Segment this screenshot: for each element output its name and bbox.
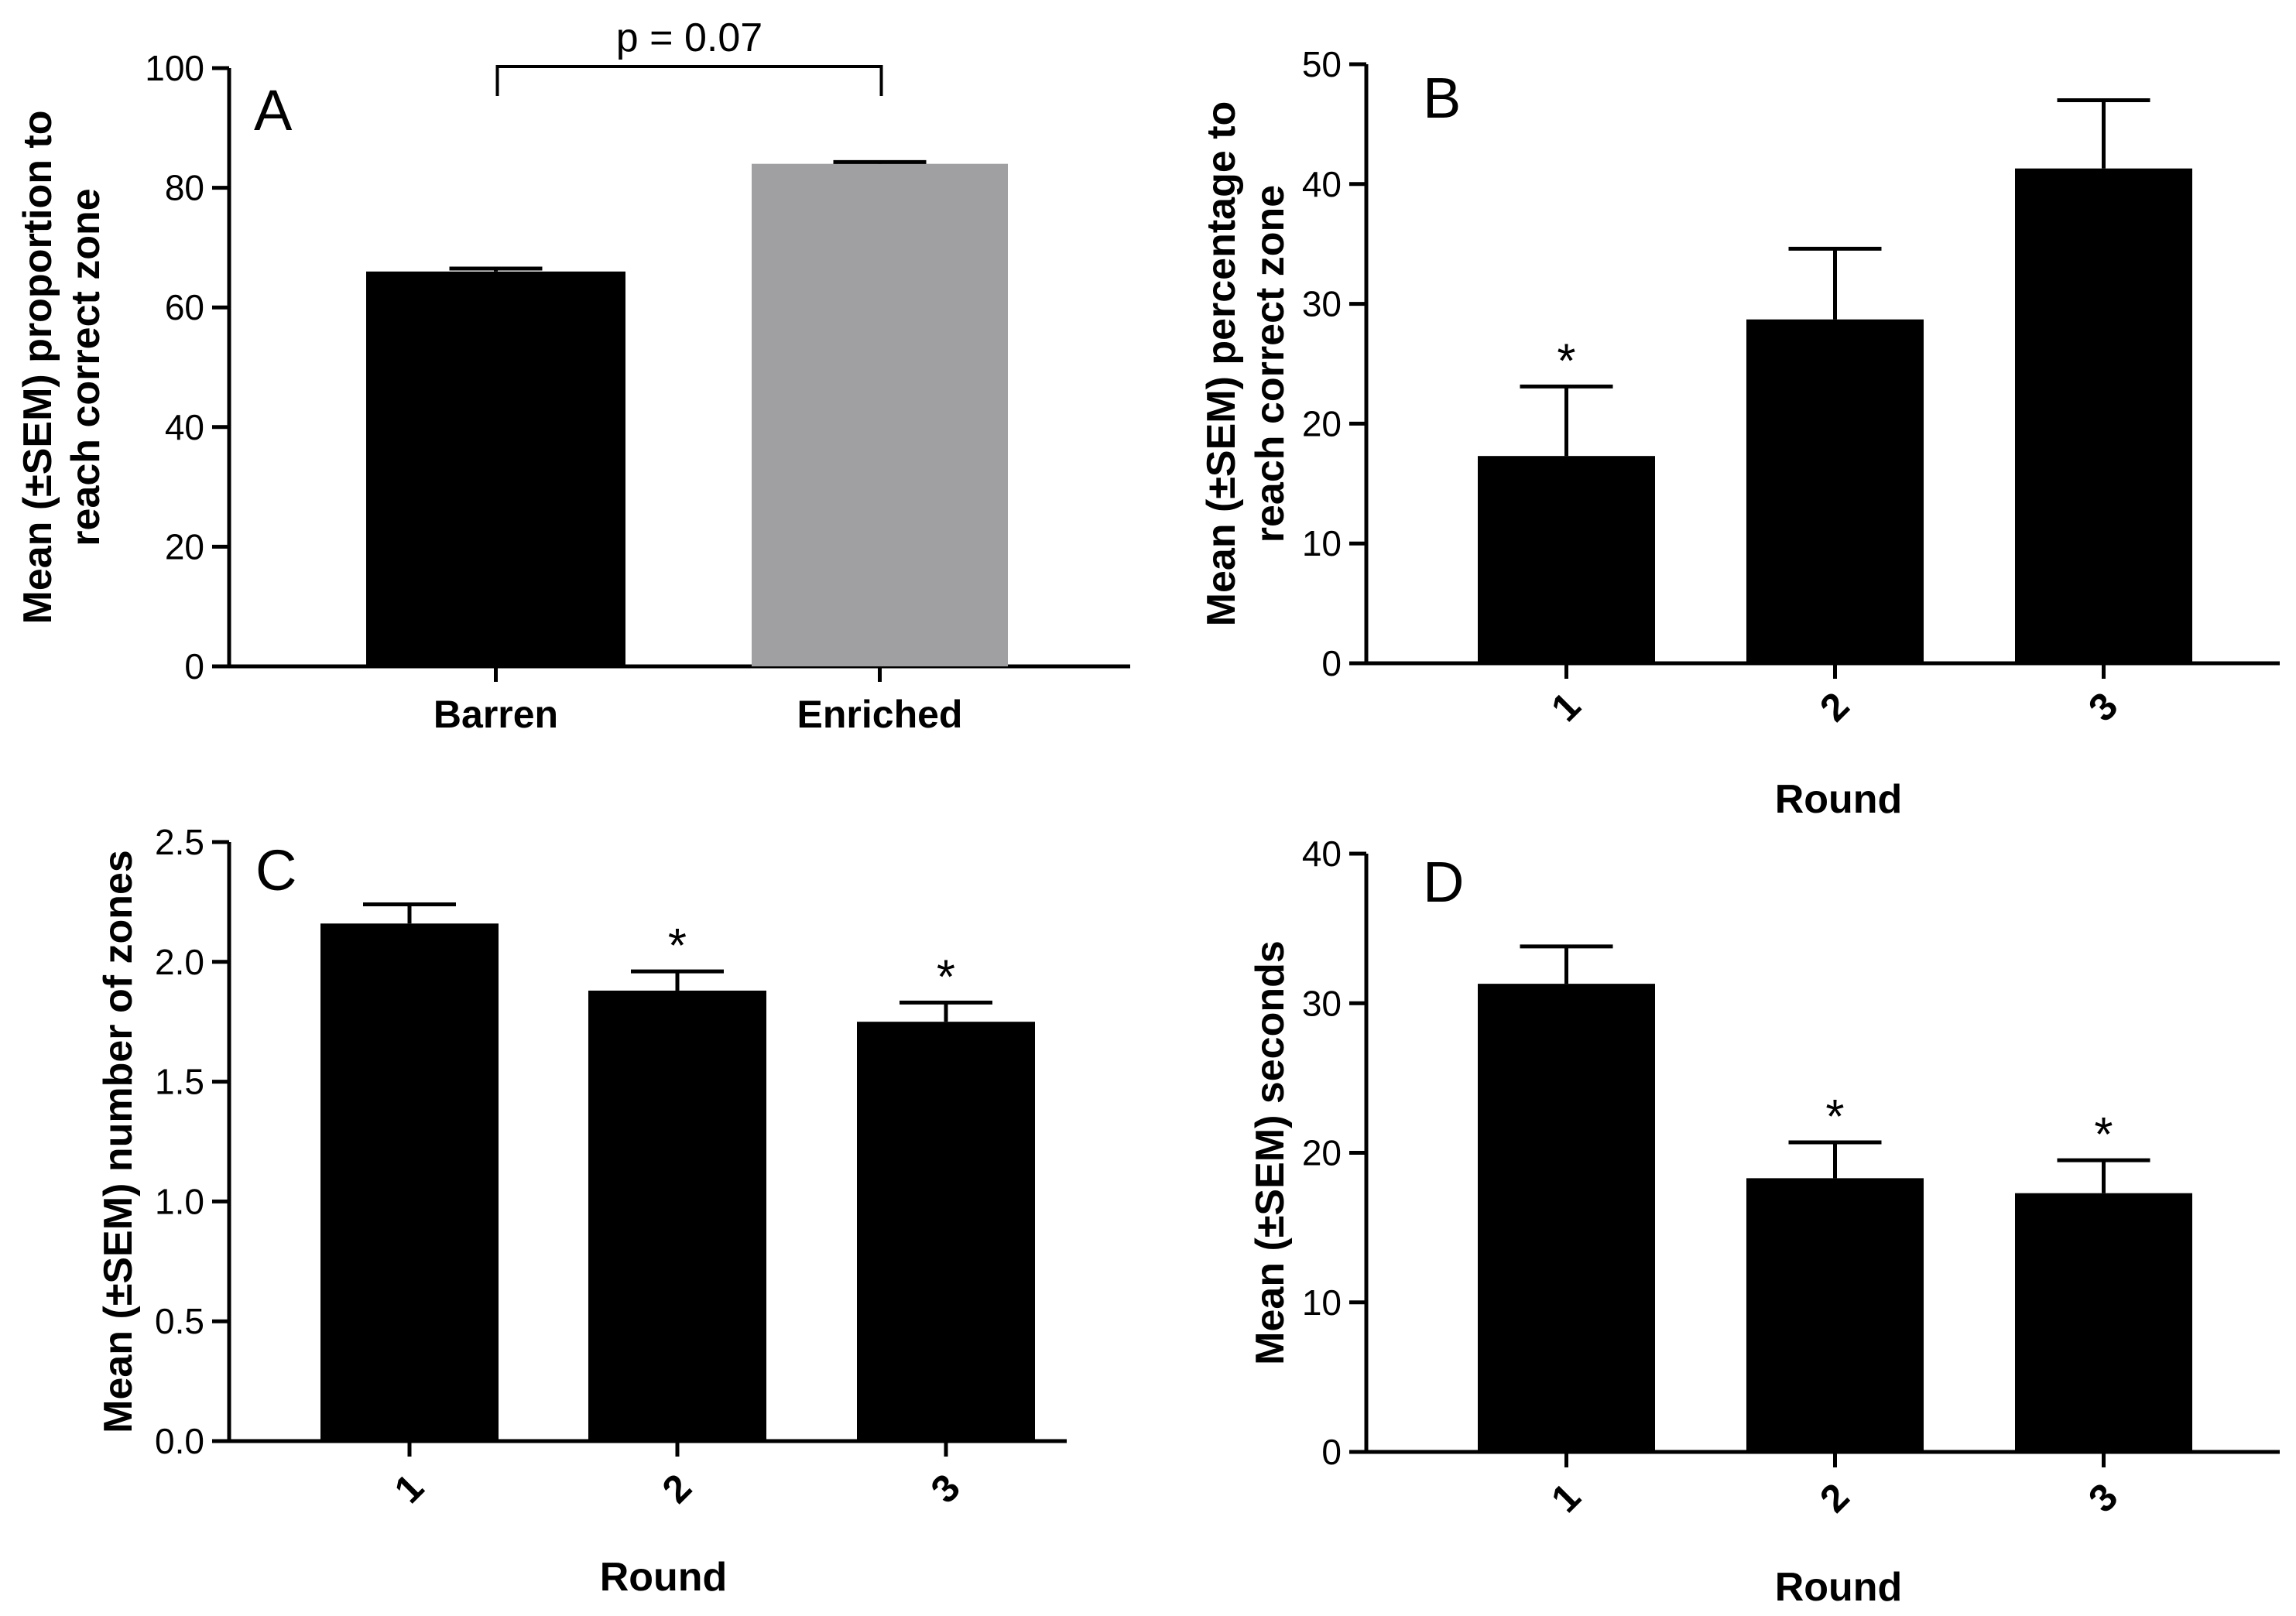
panel-a-ytick-label: 80 xyxy=(165,168,204,208)
panel-b-significance-1: * xyxy=(1557,334,1575,388)
panel-a-significance-bracket xyxy=(495,65,883,96)
panel-d-ytick-label: 30 xyxy=(1302,983,1342,1023)
panel-a-y-axis-title-line-2: reach correct zone xyxy=(63,188,108,546)
panel-d-bar-1 xyxy=(1478,984,1655,1452)
panel-c-category-label-2: 2 xyxy=(654,1466,700,1512)
panel-a-y-axis-title-line-1: Mean (±SEM) proportion to xyxy=(15,110,60,624)
panel-c-x-axis-title: Round xyxy=(600,1555,728,1600)
panel-b-ytick-label: 30 xyxy=(1302,284,1342,324)
panel-c-ytick-label: 0.0 xyxy=(155,1421,204,1461)
panel-c-ytick-label: 2.5 xyxy=(155,822,204,862)
panel-b-bar-3 xyxy=(2015,168,2192,663)
panel-d-y-axis-title-line-1: Mean (±SEM) seconds xyxy=(1248,940,1293,1365)
panel-c-significance-2: * xyxy=(668,919,687,973)
panel-b-bar-1 xyxy=(1478,456,1655,663)
panel-c: 0.0 0.5 1.0 1.5 2.0 2.5 1 2 * 3 * Mean (±SEM) numbe… xyxy=(96,822,1067,1600)
panel-c-ytick-label: 0.5 xyxy=(155,1301,204,1341)
panel-b-ytick-label: 10 xyxy=(1302,523,1342,563)
panel-b-letter: B xyxy=(1423,66,1461,130)
panel-a-ytick-label: 60 xyxy=(165,287,204,327)
panel-d-category-label-1: 1 xyxy=(1543,1475,1588,1521)
panel-c-ytick-label: 1.0 xyxy=(155,1181,204,1221)
panel-d-significance-2: * xyxy=(1825,1090,1844,1144)
panel-d-letter: D xyxy=(1423,850,1464,914)
panel-c-bar-2 xyxy=(588,990,766,1441)
panel-a-ytick-label: 20 xyxy=(165,526,204,567)
panel-a-bracket-label: p = 0.07 xyxy=(616,15,762,60)
panel-d-bar-2 xyxy=(1746,1178,1924,1452)
panel-a-ytick-label: 40 xyxy=(165,407,204,447)
panel-a: 0 20 40 60 80 100 Barren Enriched Mean (±SEM) pr… xyxy=(15,15,1130,736)
panel-c-category-label-1: 1 xyxy=(386,1466,432,1512)
panel-b-ytick-label: 50 xyxy=(1302,44,1342,84)
panel-d: 0 10 20 30 40 1 2 * 3 * Mean (±SEM) seconds Round D xyxy=(1248,834,2280,1610)
panel-b-x-axis-title: Round xyxy=(1775,777,1903,822)
panel-a-category-label-2: Enriched xyxy=(797,693,963,736)
panel-c-bar-1 xyxy=(320,923,499,1441)
panel-d-category-label-3: 3 xyxy=(2080,1475,2126,1521)
panel-c-category-label-3: 3 xyxy=(923,1466,968,1512)
panel-d-ytick-label: 0 xyxy=(1321,1432,1342,1472)
panel-a-bar-1 xyxy=(366,271,625,666)
panel-b-y-axis-title-line-1: Mean (±SEM) percentage to xyxy=(1199,101,1244,627)
panel-a-letter: A xyxy=(254,78,293,142)
panel-b-category-label-3: 3 xyxy=(2080,684,2126,730)
panel-b-ytick-label: 20 xyxy=(1302,403,1342,443)
panel-b: 0 10 20 30 40 50 1 * 2 3 Mean (±SEM) percentage to… xyxy=(1199,44,2280,822)
panel-d-ytick-label: 20 xyxy=(1302,1133,1342,1173)
panel-d-significance-3: * xyxy=(2094,1108,2113,1162)
panel-b-bar-2 xyxy=(1746,319,1924,663)
panel-c-ytick-label: 2.0 xyxy=(155,942,204,982)
panel-d-ytick-label: 40 xyxy=(1302,834,1342,874)
panel-c-letter: C xyxy=(255,838,296,902)
panel-b-y-axis-title-line-2: reach correct zone xyxy=(1248,185,1293,543)
panel-c-ytick-label: 1.5 xyxy=(155,1062,204,1102)
panel-d-ytick-label: 10 xyxy=(1302,1282,1342,1323)
panel-a-ytick-label: 0 xyxy=(184,646,204,686)
panel-b-category-label-2: 2 xyxy=(1811,684,1857,730)
panel-a-category-label-1: Barren xyxy=(433,693,558,736)
panel-d-x-axis-title: Round xyxy=(1775,1565,1903,1610)
panel-b-category-label-1: 1 xyxy=(1543,684,1588,730)
panel-d-bar-3 xyxy=(2015,1193,2192,1452)
panel-c-y-axis-title-line-1: Mean (±SEM) number of zones xyxy=(96,850,141,1433)
panel-a-ytick-label: 100 xyxy=(145,48,204,88)
panel-a-bar-2 xyxy=(752,163,1008,666)
panel-b-ytick-label: 40 xyxy=(1302,164,1342,204)
panel-c-bar-3 xyxy=(857,1022,1035,1441)
panel-d-category-label-2: 2 xyxy=(1811,1475,1857,1521)
panel-b-ytick-label: 0 xyxy=(1321,643,1342,683)
panel-c-significance-3: * xyxy=(937,950,955,1004)
